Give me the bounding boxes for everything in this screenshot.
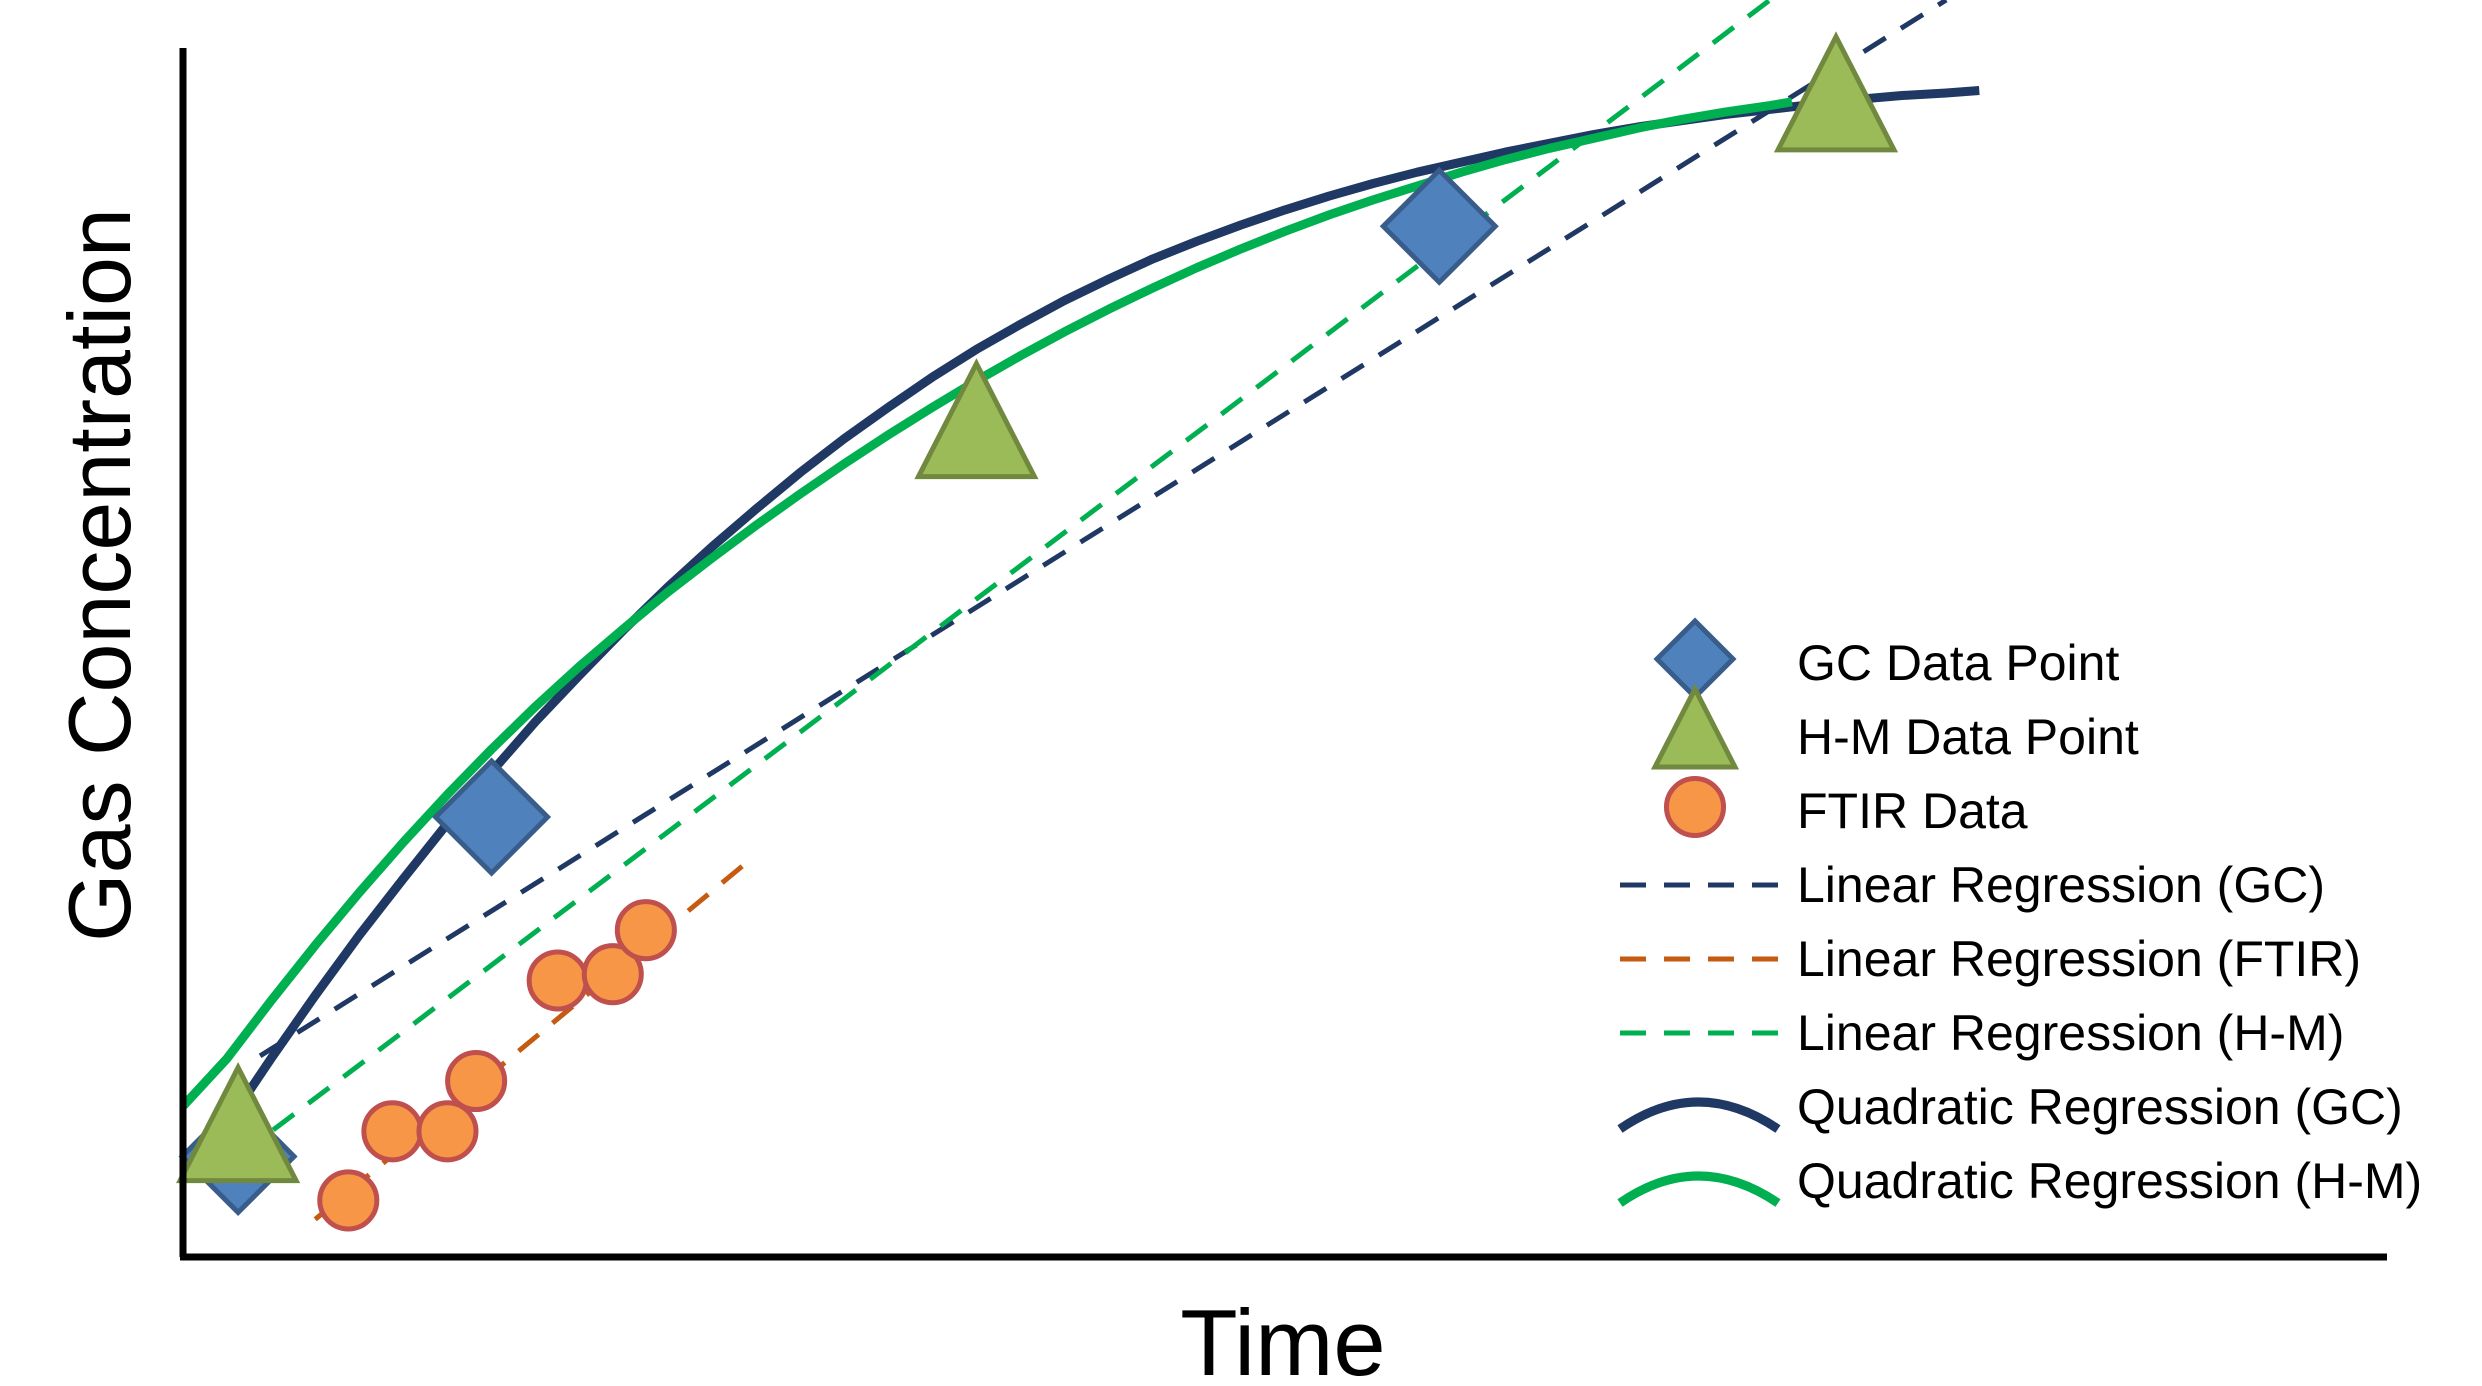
point-ftir-data-4: [445, 1050, 508, 1113]
legend-label-linear-regression-gc: Linear Regression (GC): [1797, 857, 2325, 913]
x-axis-title: Time: [1180, 1290, 1385, 1386]
legend-marker-ftir-data: [1663, 775, 1727, 839]
point-h-m-data-point-1: [176, 1062, 301, 1184]
point-ftir-data-3: [416, 1100, 479, 1163]
axes: [179, 48, 2387, 1261]
point-ftir-data-1: [317, 1169, 380, 1232]
point-ftir-data-7: [614, 899, 677, 962]
data-points: [176, 31, 1899, 1232]
point-gc-data-point-2: [432, 757, 552, 877]
legend-label-ftir-data: FTIR Data: [1797, 783, 2028, 839]
point-ftir-data-2: [361, 1100, 424, 1163]
legend-line-quadratic-regression-h-m: [1617, 1171, 1781, 1207]
point-h-m-data-point-2: [914, 358, 1039, 480]
y-axis-title: Gas Concentration: [50, 208, 149, 942]
legend-label-quadratic-regression-gc: Quadratic Regression (GC): [1797, 1079, 2403, 1135]
legend-label-gc-data-point: GC Data Point: [1797, 635, 2119, 691]
legend-label-h-m-data-point: H-M Data Point: [1797, 709, 2139, 765]
point-h-m-data-point-3: [1773, 31, 1899, 153]
legend-line-quadratic-regression-gc: [1617, 1097, 1781, 1133]
series-line-linear-regression-gc: [258, 0, 1948, 1059]
legend: GC Data Point H-M Data Point FTIR Data Line…: [1617, 617, 2422, 1209]
point-ftir-data-5: [526, 949, 589, 1012]
series-line-linear-regression-h-m: [236, 0, 1772, 1159]
point-gc-data-point-3: [1379, 166, 1499, 286]
series-line-quadratic-regression-h-m: [179, 97, 1793, 1110]
legend-label-linear-regression-h-m: Linear Regression (H-M): [1797, 1005, 2344, 1061]
legend-marker-h-m-data-point: [1650, 683, 1740, 770]
legend-label-linear-regression-ftir: Linear Regression (FTIR): [1797, 931, 2361, 987]
legend-label-quadratic-regression-h-m: Quadratic Regression (H-M): [1797, 1153, 2422, 1209]
point-ftir-data-6: [581, 943, 644, 1006]
